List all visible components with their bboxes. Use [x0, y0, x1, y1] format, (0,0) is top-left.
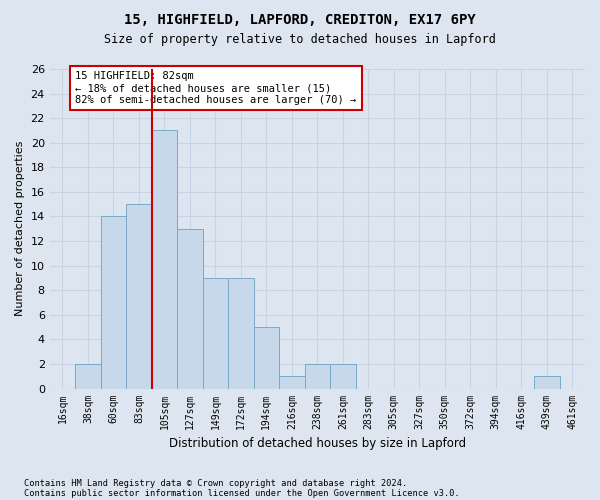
X-axis label: Distribution of detached houses by size in Lapford: Distribution of detached houses by size …	[169, 437, 466, 450]
Bar	[254, 327, 279, 388]
Bar	[75, 364, 101, 388]
Bar	[330, 364, 356, 388]
Bar	[177, 229, 203, 388]
Text: 15, HIGHFIELD, LAPFORD, CREDITON, EX17 6PY: 15, HIGHFIELD, LAPFORD, CREDITON, EX17 6…	[124, 12, 476, 26]
Text: Contains public sector information licensed under the Open Government Licence v3: Contains public sector information licen…	[24, 489, 460, 498]
Y-axis label: Number of detached properties: Number of detached properties	[15, 141, 25, 316]
Text: Contains HM Land Registry data © Crown copyright and database right 2024.: Contains HM Land Registry data © Crown c…	[24, 478, 407, 488]
Bar	[101, 216, 126, 388]
Bar	[152, 130, 177, 388]
Bar	[228, 278, 254, 388]
Bar	[279, 376, 305, 388]
Bar	[534, 376, 560, 388]
Text: 15 HIGHFIELD: 82sqm
← 18% of detached houses are smaller (15)
82% of semi-detach: 15 HIGHFIELD: 82sqm ← 18% of detached ho…	[75, 72, 356, 104]
Bar	[203, 278, 228, 388]
Bar	[126, 204, 152, 388]
Bar	[305, 364, 330, 388]
Text: Size of property relative to detached houses in Lapford: Size of property relative to detached ho…	[104, 32, 496, 46]
